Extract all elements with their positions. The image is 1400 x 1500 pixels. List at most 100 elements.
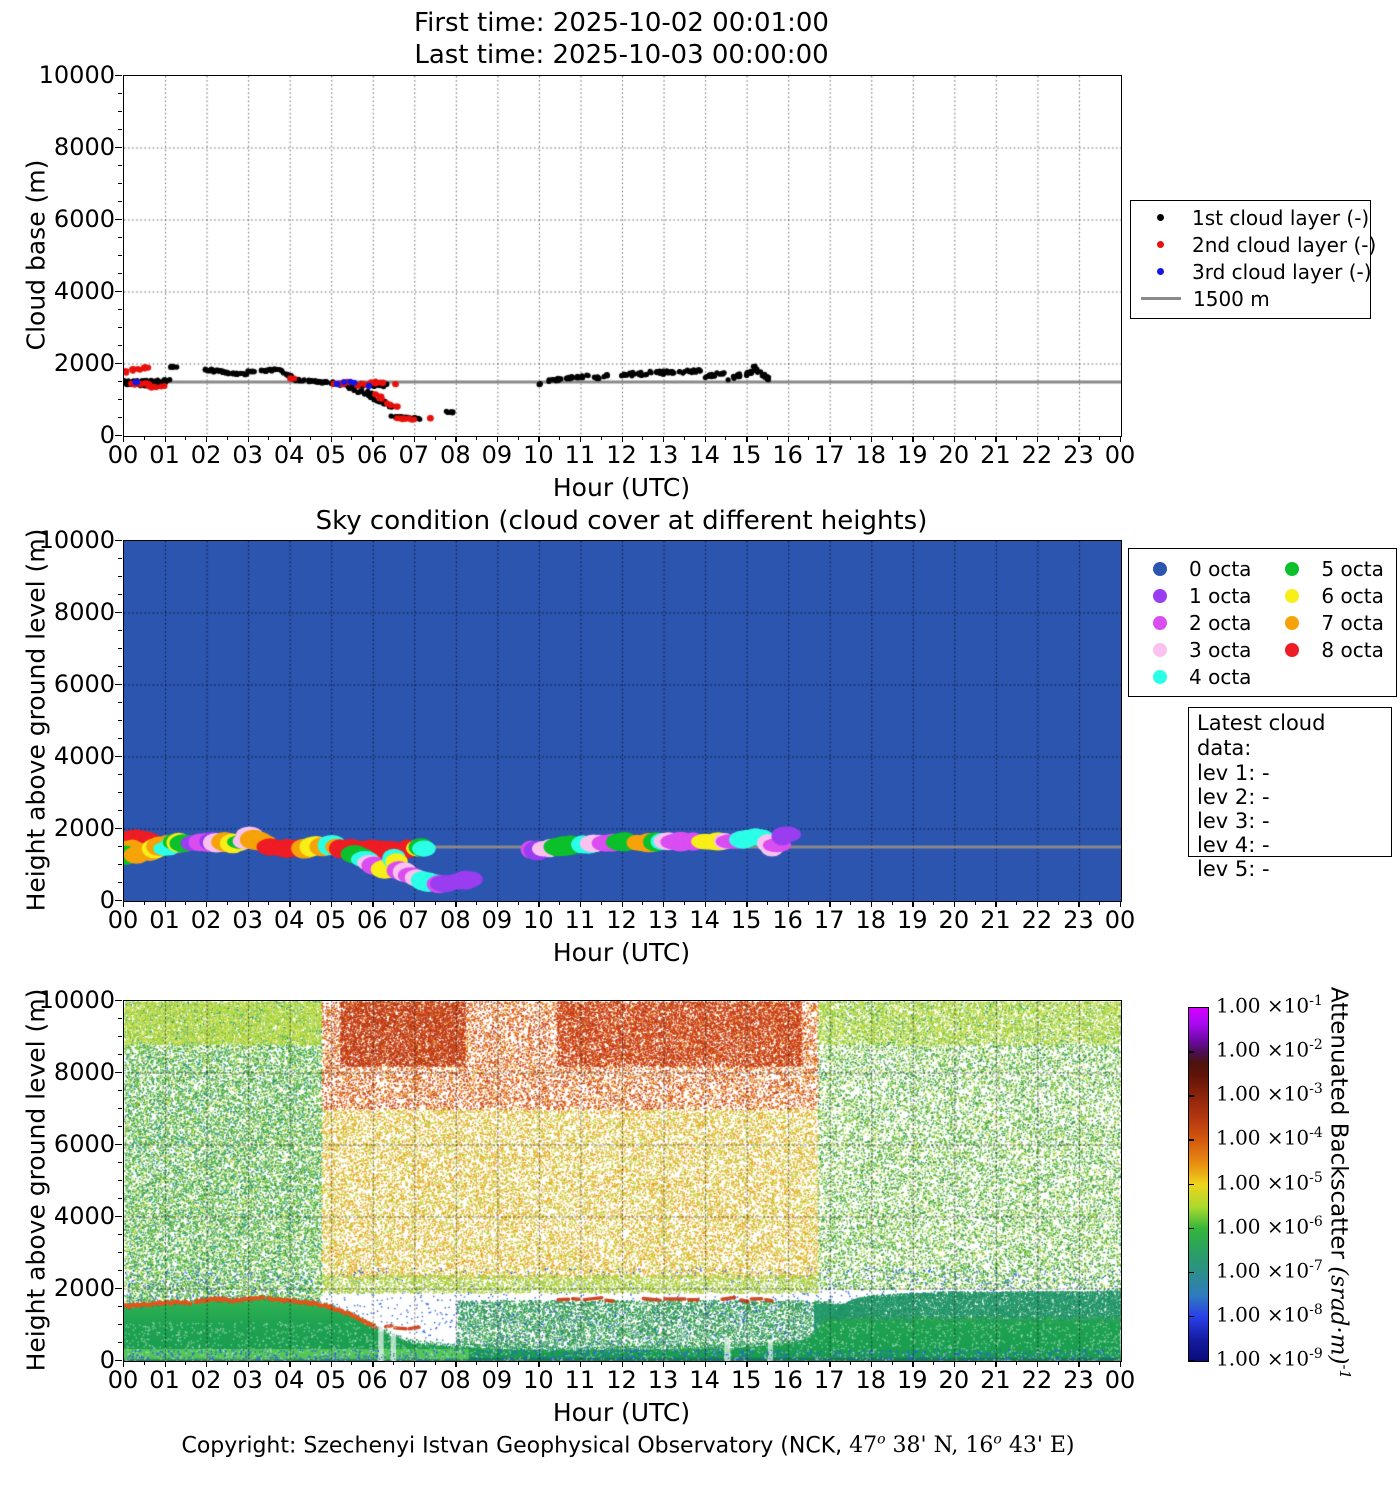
x-minor-tick-mark — [434, 1361, 436, 1365]
x-tick-mark — [829, 436, 831, 442]
x-tick-label: 07 — [398, 906, 430, 934]
colorbar-tick-mark — [1189, 1095, 1194, 1097]
x-tick-label: 18 — [855, 441, 887, 469]
y-tick-mark — [118, 810, 122, 812]
copyright-line: Copyright: Szechenyi Istvan Geophysical … — [181, 1432, 1075, 1459]
x-tick-mark — [247, 901, 250, 907]
x-minor-tick-mark — [517, 901, 519, 905]
octa-dot-marker — [1153, 642, 1167, 657]
colorbar-label-units: (srad·m)-1 — [1325, 1266, 1355, 1380]
octa-legend-item: 3 octa — [1153, 636, 1251, 663]
x-tick-mark — [372, 436, 374, 442]
colorbar-tick-label: 1.00 ×10-4 — [1216, 1125, 1323, 1151]
x-minor-tick-mark — [393, 436, 395, 440]
y-tick-mark — [118, 1162, 122, 1164]
x-tick-label: 07 — [398, 1366, 430, 1394]
octa-legend-item: 0 octa — [1153, 555, 1251, 582]
legend-dot-marker — [1157, 241, 1164, 248]
y-tick-mark — [118, 309, 122, 311]
octa-dot-marker — [1285, 588, 1300, 603]
x-minor-tick-mark — [600, 901, 602, 905]
y-tick-label: 0 — [99, 421, 115, 449]
y-tick-label: 0 — [99, 1346, 115, 1374]
x-minor-tick-mark — [1016, 436, 1018, 440]
x-tick-label: 11 — [564, 1366, 596, 1394]
x-tick-label: 11 — [564, 441, 596, 469]
x-tick-mark — [372, 1361, 374, 1367]
x-tick-mark — [870, 901, 873, 907]
x-tick-label: 18 — [855, 1366, 887, 1394]
octa-dot-marker — [1153, 588, 1167, 603]
x-minor-tick-mark — [933, 901, 935, 905]
octa-legend-label: 8 octa — [1321, 637, 1384, 662]
octa-legend-item: 5 octa — [1285, 555, 1384, 582]
colorbar-tick-mark — [1189, 1360, 1194, 1362]
x-tick-mark — [704, 1361, 706, 1367]
x-tick-label: 02 — [190, 906, 222, 934]
x-minor-tick-mark — [974, 1361, 976, 1365]
sky-condition-title: Sky condition (cloud cover at different … — [315, 506, 928, 536]
x-minor-tick-mark — [1057, 436, 1059, 440]
x-tick-label: 01 — [149, 906, 180, 934]
x-minor-tick-mark — [766, 901, 768, 905]
x-minor-tick-mark — [143, 436, 145, 440]
y-tick-label: 2000 — [53, 814, 115, 842]
x-tick-mark — [621, 1361, 623, 1367]
x-tick-label: 08 — [440, 1366, 471, 1394]
y-tick-mark — [118, 183, 122, 185]
x-tick-label: 22 — [1021, 1366, 1053, 1394]
y-tick-mark — [118, 720, 122, 722]
x-tick-label: 20 — [938, 906, 970, 934]
colorbar-tick-mark — [1189, 1315, 1194, 1318]
y-tick-mark — [118, 273, 122, 275]
x-tick-label: 14 — [689, 1366, 720, 1394]
legend-dot-marker — [1157, 268, 1164, 275]
y-tick-label: 8000 — [53, 1058, 115, 1086]
y-tick-mark — [115, 684, 122, 686]
x-minor-tick-mark — [725, 436, 727, 440]
octa-legend-label: 6 octa — [1321, 583, 1384, 608]
x-tick-mark — [496, 901, 499, 907]
y-tick-mark — [118, 1198, 122, 1200]
x-minor-tick-mark — [309, 901, 311, 905]
x-tick-label: 00 — [1104, 441, 1136, 469]
x-minor-tick-mark — [642, 436, 644, 440]
y-tick-mark — [118, 1270, 122, 1272]
x-minor-tick-mark — [1099, 436, 1101, 440]
x-tick-mark — [995, 1361, 997, 1367]
x-minor-tick-mark — [808, 1361, 810, 1365]
y-tick-mark — [115, 1000, 122, 1002]
x-tick-mark — [289, 901, 291, 907]
y-tick-mark — [118, 864, 122, 866]
x-tick-label: 07 — [398, 441, 430, 469]
y-tick-mark — [118, 594, 122, 596]
cloud-layer-legend: 1st cloud layer (-) 2nd cloud layer (-) 3r… — [1130, 200, 1376, 319]
y-tick-mark — [115, 756, 122, 758]
x-tick-label: 03 — [232, 906, 263, 934]
x-tick-mark — [330, 901, 333, 907]
x-tick-label: 03 — [232, 441, 263, 469]
y-tick-mark — [118, 630, 122, 632]
octa-legend-item: 1 octa — [1153, 582, 1251, 609]
latest-cloud-data-title: Latest cloud data: — [1197, 711, 1326, 760]
x-tick-mark — [1120, 436, 1122, 442]
x-tick-mark — [123, 1361, 125, 1367]
octa-dot-marker — [1285, 615, 1300, 630]
x-minor-tick-mark — [766, 1361, 768, 1365]
octa-legend-label: 7 octa — [1321, 610, 1384, 635]
x-tick-mark — [413, 436, 416, 442]
octa-legend-label: 1 octa — [1189, 583, 1252, 608]
x-tick-mark — [1036, 901, 1039, 907]
x-minor-tick-mark — [974, 901, 976, 905]
x-tick-label: 19 — [897, 1366, 928, 1394]
x-minor-tick-mark — [849, 1361, 851, 1365]
cloud-level-line: lev 2: - — [1197, 785, 1270, 809]
x-minor-tick-mark — [559, 436, 561, 440]
y-tick-mark — [118, 1126, 122, 1128]
y-tick-mark — [118, 237, 122, 239]
x-tick-label: 00 — [1104, 906, 1136, 934]
x-tick-label: 09 — [481, 906, 513, 934]
y-tick-mark — [115, 540, 122, 542]
x-minor-tick-mark — [143, 1361, 145, 1365]
x-tick-mark — [912, 901, 914, 907]
